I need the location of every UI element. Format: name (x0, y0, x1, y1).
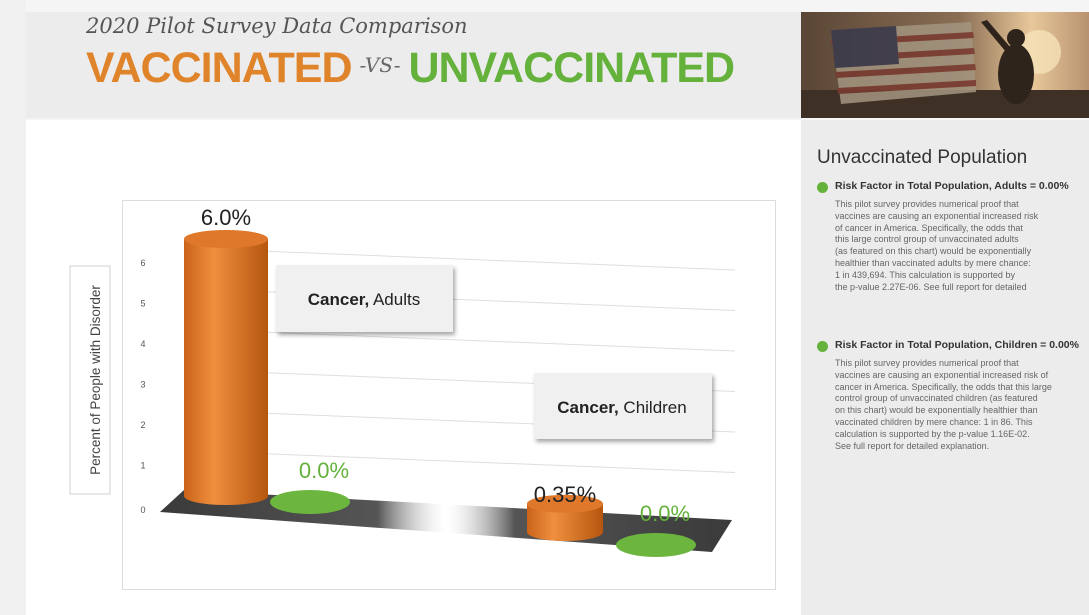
sidebar-panel (801, 120, 1089, 615)
category-label-children: Cancer, Children (534, 373, 712, 439)
data-label-unvaccinated: 0.0% (299, 458, 349, 483)
y-tick-label: 3 (140, 380, 145, 390)
sidebar-item-adults-label: Risk Factor in Total Population, Adults … (835, 180, 1069, 192)
gridline (185, 328, 736, 352)
green-bullet-icon (817, 341, 828, 352)
flag-sunset-photo (801, 12, 1089, 118)
bar-unvaccinated-0 (270, 490, 350, 514)
y-tick-label: 1 (140, 461, 145, 471)
title-vaccinated: VACCINATED (86, 44, 353, 92)
header-subtitle: 2020 Pilot Survey Data Comparison (86, 14, 468, 38)
bars: 6.0% 0.0% 0.35% 0.0% (184, 205, 696, 557)
category-label-children-text: Cancer, Children (557, 398, 686, 417)
sidebar-item-adults-text: This pilot survey provides numerical pro… (835, 199, 1039, 292)
header-banner (26, 12, 801, 118)
y-tick-label: 2 (140, 420, 145, 430)
data-label-vaccinated: 0.35% (534, 482, 596, 507)
bar-top (527, 494, 603, 513)
bar-vaccinated-0 (184, 230, 268, 505)
bar-unvaccinated-1 (616, 533, 696, 557)
data-label-unvaccinated: 0.0% (640, 501, 690, 526)
sidebar-item-children-label: Risk Factor in Total Population, Childre… (835, 339, 1079, 351)
gridline (185, 450, 736, 473)
bar-top (184, 230, 268, 248)
title-vs: -VS- (359, 53, 401, 77)
green-bullet-icon (817, 182, 828, 193)
bar-body (184, 239, 268, 505)
category-label-adults: Cancer, Adults (276, 265, 453, 332)
left-margin (0, 0, 26, 615)
sidebar-heading: Unvaccinated Population (817, 147, 1028, 168)
gridline (185, 247, 736, 271)
y-tick-label: 4 (140, 339, 145, 349)
category-label-adults-text: Cancer, Adults (308, 290, 420, 309)
y-tick-label: 5 (140, 299, 145, 309)
y-tick-label: 6 (140, 258, 145, 268)
bar-body (527, 503, 603, 541)
y-axis-label-box (69, 265, 111, 495)
y-ticks: 0 1 2 3 4 5 6 (140, 258, 145, 515)
gridline (185, 288, 736, 311)
data-label-vaccinated: 6.0% (201, 205, 251, 230)
y-tick-label: 0 (140, 505, 145, 515)
y-axis-label: Percent of People with Disorder (88, 285, 103, 475)
header-title: VACCINATED -VS- UNVACCINATED (86, 44, 735, 93)
sidebar-item-children-text: This pilot survey provides numerical pro… (835, 358, 1052, 451)
title-unvaccinated: UNVACCINATED (408, 44, 735, 92)
bar-vaccinated-1 (527, 494, 603, 541)
